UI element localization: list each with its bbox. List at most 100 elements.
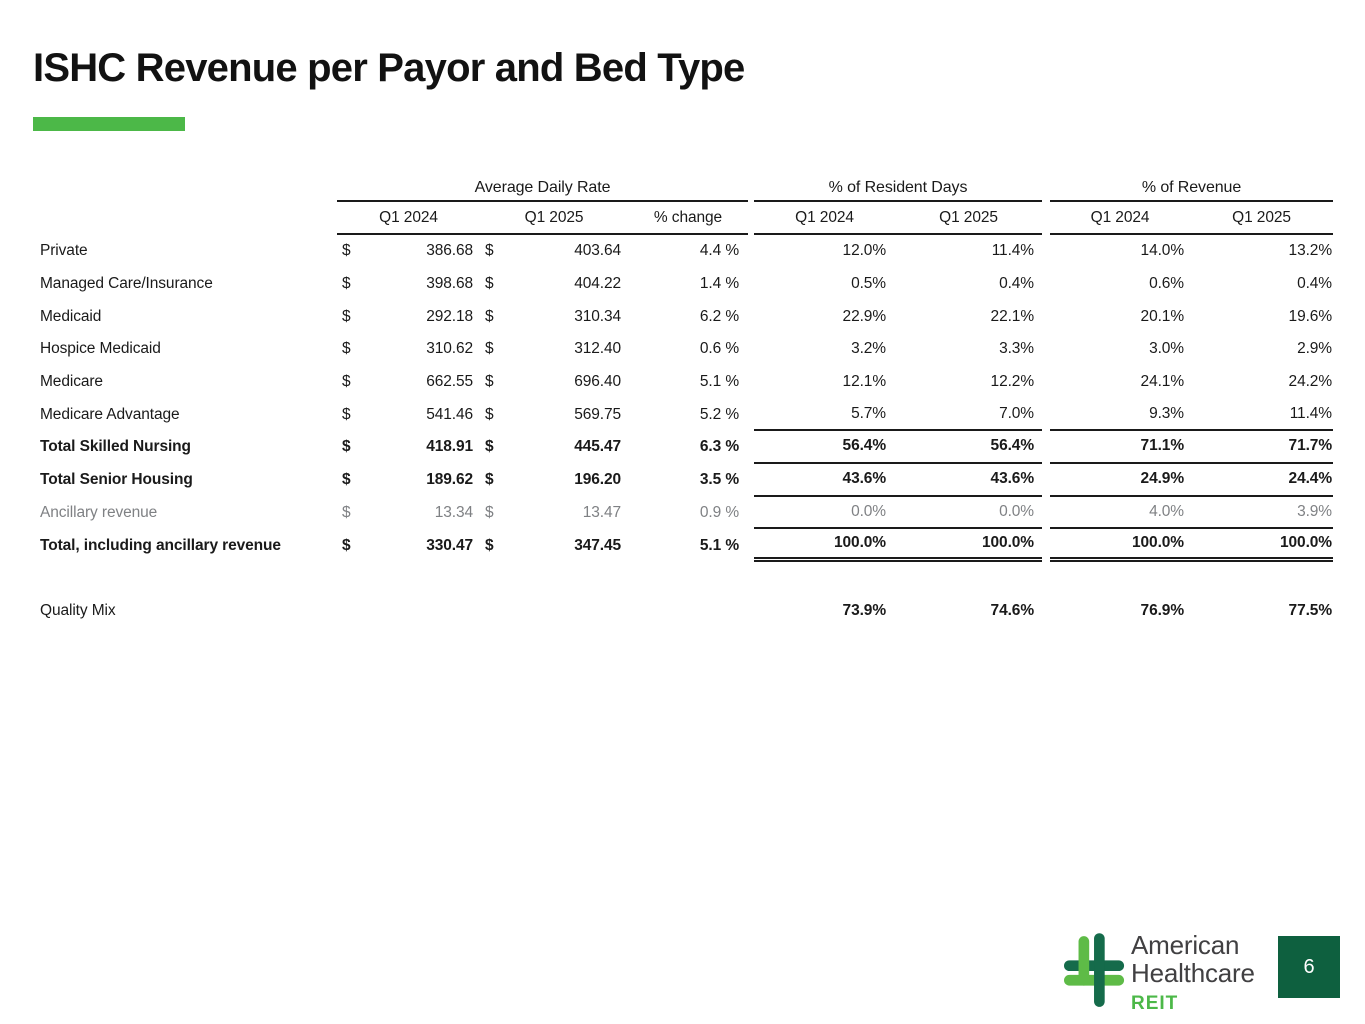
rev-2024-value: 71.1% xyxy=(1050,431,1190,464)
adr-2024-value: 330.47 xyxy=(426,536,473,554)
currency-symbol: $ xyxy=(342,242,351,260)
rev-2024-value: 24.9% xyxy=(1050,464,1190,497)
currency-symbol: $ xyxy=(342,340,351,358)
currency-symbol: $ xyxy=(342,503,351,521)
adr-2024-value: 541.46 xyxy=(426,405,473,423)
group-resident-days: % of Resident Days xyxy=(754,178,1042,202)
adr-2024-value: 398.68 xyxy=(426,275,473,293)
currency-symbol: $ xyxy=(485,536,494,554)
currency-symbol: $ xyxy=(485,275,494,293)
adr-2025-value: 347.45 xyxy=(574,536,621,554)
brand-text: American Healthcare REIT xyxy=(1131,931,1255,1018)
rev-2024-value: 4.0% xyxy=(1050,497,1190,530)
rd-2025-value: 43.6% xyxy=(895,464,1042,497)
gap xyxy=(1042,431,1050,464)
gap xyxy=(1042,268,1050,301)
adr-2025-value: 403.64 xyxy=(574,242,621,260)
rev-2025-value: 3.9% xyxy=(1190,497,1333,530)
adr-2024-value: 310.62 xyxy=(426,340,473,358)
rev-2024-value: 14.0% xyxy=(1140,242,1185,260)
table-row: Medicare $ 662.55 $ 696.40 5.1 % 12.1% 1… xyxy=(40,366,1333,399)
currency-symbol: $ xyxy=(342,275,351,293)
adr-2024-value: 418.91 xyxy=(426,438,473,456)
column-group-header-row: Average Daily Rate % of Resident Days % … xyxy=(40,178,1333,202)
rd-2024-value: 43.6% xyxy=(754,464,895,497)
rev-2024-value: 100.0% xyxy=(1050,529,1190,562)
rd-2024-value: 0.0% xyxy=(754,497,895,530)
rev-2025-value: 11.4% xyxy=(1190,398,1333,432)
rd-2024-value: 12.1% xyxy=(842,373,887,391)
rd-2025-value: 100.0% xyxy=(895,529,1042,562)
gap xyxy=(1042,235,1050,268)
row-label: Ancillary revenue xyxy=(40,503,158,521)
page-number: 6 xyxy=(1303,955,1315,978)
adr-2025-value: 13.47 xyxy=(582,503,621,521)
quality-mix-row: Quality Mix 73.9% 74.6% 76.9% 77.5% xyxy=(40,595,1333,628)
row-label: Total, including ancillary revenue xyxy=(40,536,281,554)
change-value: 6.3 % xyxy=(699,438,739,456)
rd-2024-value: 100.0% xyxy=(754,529,895,562)
rev-2024-value: 3.0% xyxy=(1149,340,1184,358)
rev-2025-value: 19.6% xyxy=(1288,307,1333,325)
rev-2025-value: 2.9% xyxy=(1297,340,1332,358)
table-row-grand-total: Total, including ancillary revenue $ 330… xyxy=(40,529,1333,562)
row-label: Quality Mix xyxy=(40,602,116,620)
currency-symbol: $ xyxy=(485,242,494,260)
rd-2025-value: 22.1% xyxy=(990,307,1035,325)
rev-2025-value: 0.4% xyxy=(1297,275,1332,293)
subheader-rev-q1-2025: Q1 2025 xyxy=(1190,202,1333,235)
change-value: 5.1 % xyxy=(699,373,739,391)
change-value: 4.4 % xyxy=(699,242,739,260)
rd-2024-value: 73.9% xyxy=(842,602,887,620)
rd-2025-value: 7.0% xyxy=(895,398,1042,432)
currency-symbol: $ xyxy=(485,340,494,358)
empty-cell xyxy=(628,595,748,628)
revenue-table: Average Daily Rate % of Resident Days % … xyxy=(40,178,1333,628)
subheader-change: % change xyxy=(628,202,748,235)
row-label: Hospice Medicaid xyxy=(40,340,161,358)
gap xyxy=(1042,464,1050,497)
currency-symbol: $ xyxy=(342,373,351,391)
rev-2025-value: 100.0% xyxy=(1190,529,1333,562)
adr-2025-value: 404.22 xyxy=(574,275,621,293)
change-value: 0.9 % xyxy=(699,503,739,521)
gap xyxy=(1042,497,1050,530)
row-label: Medicaid xyxy=(40,307,102,325)
change-value: 5.1 % xyxy=(699,536,739,554)
row-label: Medicare Advantage xyxy=(40,405,180,423)
adr-2025-value: 196.20 xyxy=(574,471,621,489)
subheader-rd-q1-2025: Q1 2025 xyxy=(895,202,1042,235)
currency-symbol: $ xyxy=(485,471,494,489)
change-value: 3.5 % xyxy=(699,471,739,489)
currency-symbol: $ xyxy=(342,536,351,554)
currency-symbol: $ xyxy=(485,307,494,325)
empty-cell xyxy=(480,595,503,628)
table-row: Private $ 386.68 $ 403.64 4.4 % 12.0% 11… xyxy=(40,235,1333,268)
adr-2025-value: 310.34 xyxy=(574,307,621,325)
rd-2024-value: 12.0% xyxy=(842,242,887,260)
rev-2024-value: 0.6% xyxy=(1149,275,1184,293)
gap xyxy=(1042,529,1050,562)
group-average-daily-rate: Average Daily Rate xyxy=(337,178,748,202)
adr-2025-value: 445.47 xyxy=(574,438,621,456)
table-row-ancillary: Ancillary revenue $ 13.34 $ 13.47 0.9 % … xyxy=(40,497,1333,530)
rev-2025-value: 71.7% xyxy=(1190,431,1333,464)
adr-2025-value: 696.40 xyxy=(574,373,621,391)
brand-line-1: American xyxy=(1131,930,1240,960)
currency-symbol: $ xyxy=(485,373,494,391)
page-number-badge: 6 xyxy=(1278,936,1340,998)
table-row: Medicaid $ 292.18 $ 310.34 6.2 % 22.9% 2… xyxy=(40,300,1333,333)
currency-symbol: $ xyxy=(342,471,351,489)
currency-symbol: $ xyxy=(342,307,351,325)
subheader-rd-q1-2024: Q1 2024 xyxy=(754,202,895,235)
ahr-logo-cross-icon xyxy=(1064,933,1126,1016)
rd-2024-value: 3.2% xyxy=(851,340,886,358)
change-value: 6.2 % xyxy=(699,307,739,325)
currency-symbol: $ xyxy=(342,438,351,456)
subheader-adr-q1-2024: Q1 2024 xyxy=(337,202,480,235)
change-value: 1.4 % xyxy=(699,275,739,293)
row-label: Medicare xyxy=(40,373,103,391)
row-label: Total Senior Housing xyxy=(40,471,193,489)
table-row: Managed Care/Insurance $ 398.68 $ 404.22… xyxy=(40,268,1333,301)
